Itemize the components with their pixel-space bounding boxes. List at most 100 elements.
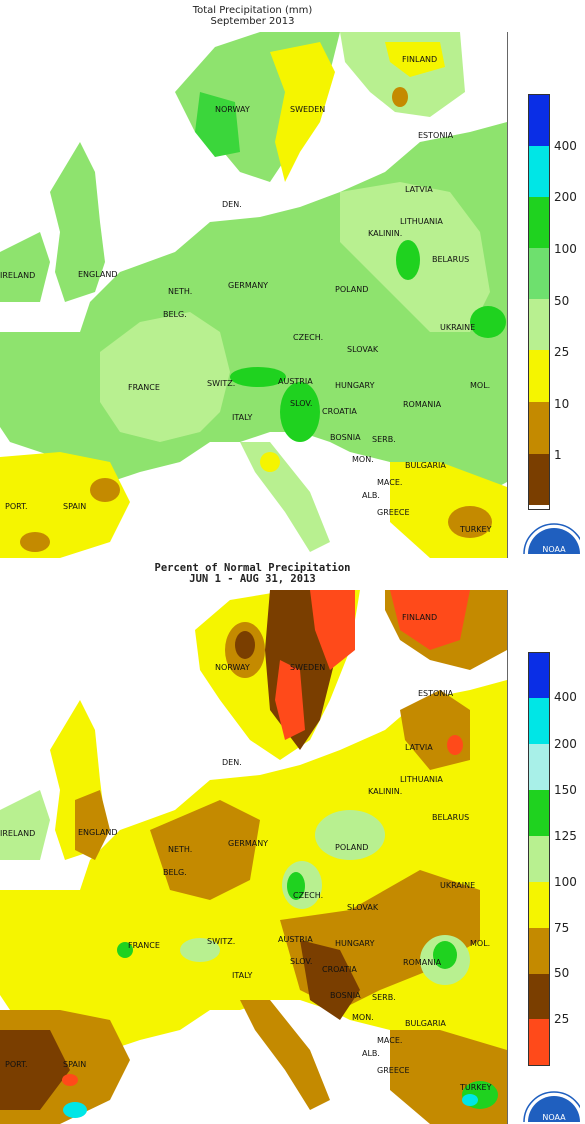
legend-swatch (529, 146, 549, 197)
legend-swatch (529, 1019, 549, 1065)
noaa-logo: NOAA (523, 1091, 580, 1122)
legend-swatch (529, 974, 549, 1019)
label-mol: MOL. (470, 381, 490, 390)
noaa-logo-text: NOAA (542, 545, 566, 554)
label-greece: GREECE (377, 508, 410, 517)
label-latvia: LATVIA (405, 185, 433, 194)
legend-swatch (529, 299, 549, 350)
label-spain: SPAIN (63, 502, 86, 511)
label-austria: AUSTRIA (278, 935, 313, 944)
label-belg: BELG. (163, 868, 187, 877)
legend-label: 100 (554, 242, 577, 256)
legend-label: 25 (554, 1012, 570, 1026)
label-estonia: ESTONIA (418, 689, 454, 698)
label-switz: SWITZ. (207, 937, 235, 946)
label-kalinin: KALININ. (368, 787, 402, 796)
label-neth: NETH. (168, 845, 192, 854)
panel-title-line2: JUN 1 - AUG 31, 2013 (189, 573, 316, 585)
label-turkey: TURKEY (459, 1083, 492, 1092)
label-belarus: BELARUS (432, 813, 469, 822)
legend-swatch (529, 653, 549, 698)
label-finland: FINLAND (402, 613, 437, 622)
label-bosnia: BOSNIA (330, 433, 361, 442)
legend-label: 125 (554, 829, 577, 843)
legend-swatch (529, 744, 549, 790)
legend-swatch (529, 698, 549, 744)
label-mon: MON. (352, 1013, 374, 1022)
label-norway: NORWAY (215, 105, 250, 114)
label-bulgaria: BULGARIA (405, 461, 446, 470)
legend-swatch (529, 197, 549, 248)
label-spain: SPAIN (63, 1060, 86, 1069)
label-neth: NETH. (168, 287, 192, 296)
label-slovak: SLOVAK (347, 345, 379, 354)
label-slov: SLOV. (290, 957, 312, 966)
legend-swatch (529, 248, 549, 299)
panel-title-line1: Percent of Normal Precipitation (154, 562, 351, 574)
label-slov: SLOV. (290, 399, 312, 408)
label-finland: FINLAND (402, 55, 437, 64)
legend-label: 100 (554, 875, 577, 889)
label-den: DEN. (222, 758, 242, 767)
label-romania: ROMANIA (403, 958, 442, 967)
label-germany: GERMANY (228, 281, 268, 290)
label-ukraine: UKRAINE (440, 323, 475, 332)
legend-label: 400 (554, 690, 577, 704)
legend-label: 1 (554, 448, 562, 462)
panel-percent-normal: Percent of Normal Precipitation JUN 1 - … (0, 560, 585, 1124)
label-england: ENGLAND (78, 828, 118, 837)
label-alb: ALB. (362, 1049, 380, 1058)
label-alb: ALB. (362, 491, 380, 500)
label-bosnia: BOSNIA (330, 991, 361, 1000)
label-france: FRANCE (128, 941, 160, 950)
legend-swatch (529, 350, 549, 402)
legend-label: 10 (554, 397, 570, 411)
label-norway: NORWAY (215, 663, 250, 672)
legend-swatch (529, 836, 549, 882)
label-bulgaria: BULGARIA (405, 1019, 446, 1028)
label-latvia: LATVIA (405, 743, 433, 752)
label-romania: ROMANIA (403, 400, 442, 409)
label-estonia: ESTONIA (418, 131, 454, 140)
label-hungary: HUNGARY (335, 939, 375, 948)
label-italy: ITALY (232, 971, 252, 980)
label-sweden: SWEDEN (290, 663, 325, 672)
label-mace: MACE. (377, 478, 402, 487)
percent-normal-map: FINLAND NORWAY SWEDEN ESTONIA LATVIA DEN… (0, 590, 508, 1124)
label-mol: MOL. (470, 939, 490, 948)
label-greece: GREECE (377, 1066, 410, 1075)
label-kalinin: KALININ. (368, 229, 402, 238)
label-belarus: BELARUS (432, 255, 469, 264)
label-slovak: SLOVAK (347, 903, 379, 912)
legend-label: 400 (554, 139, 577, 153)
label-port: PORT. (5, 1060, 28, 1069)
label-lithuania: LITHUANIA (400, 217, 443, 226)
legend-label: 50 (554, 294, 570, 308)
noaa-logo-text: NOAA (542, 1113, 566, 1122)
label-ukraine: UKRAINE (440, 881, 475, 890)
label-lithuania: LITHUANIA (400, 775, 443, 784)
label-czech: CZECH. (293, 333, 323, 342)
legend-swatch (529, 928, 549, 974)
label-croatia: CROATIA (322, 407, 357, 416)
label-croatia: CROATIA (322, 965, 357, 974)
panel-title-line1: Total Precipitation (mm) (192, 5, 313, 16)
label-france: FRANCE (128, 383, 160, 392)
label-turkey: TURKEY (459, 525, 492, 534)
label-hungary: HUNGARY (335, 381, 375, 390)
legend-swatch (529, 882, 549, 928)
label-mon: MON. (352, 455, 374, 464)
noaa-logo: NOAA (523, 523, 580, 554)
label-serb: SERB. (372, 435, 396, 444)
legend-label: 75 (554, 921, 570, 935)
legend-colorbar (528, 94, 550, 510)
legend-label: 200 (554, 737, 577, 751)
label-serb: SERB. (372, 993, 396, 1002)
label-england: ENGLAND (78, 270, 118, 279)
legend-swatch (529, 790, 549, 836)
label-italy: ITALY (232, 413, 252, 422)
legend-colorbar (528, 652, 550, 1066)
label-germany: GERMANY (228, 839, 268, 848)
label-sweden: SWEDEN (290, 105, 325, 114)
legend-swatch (529, 454, 549, 505)
